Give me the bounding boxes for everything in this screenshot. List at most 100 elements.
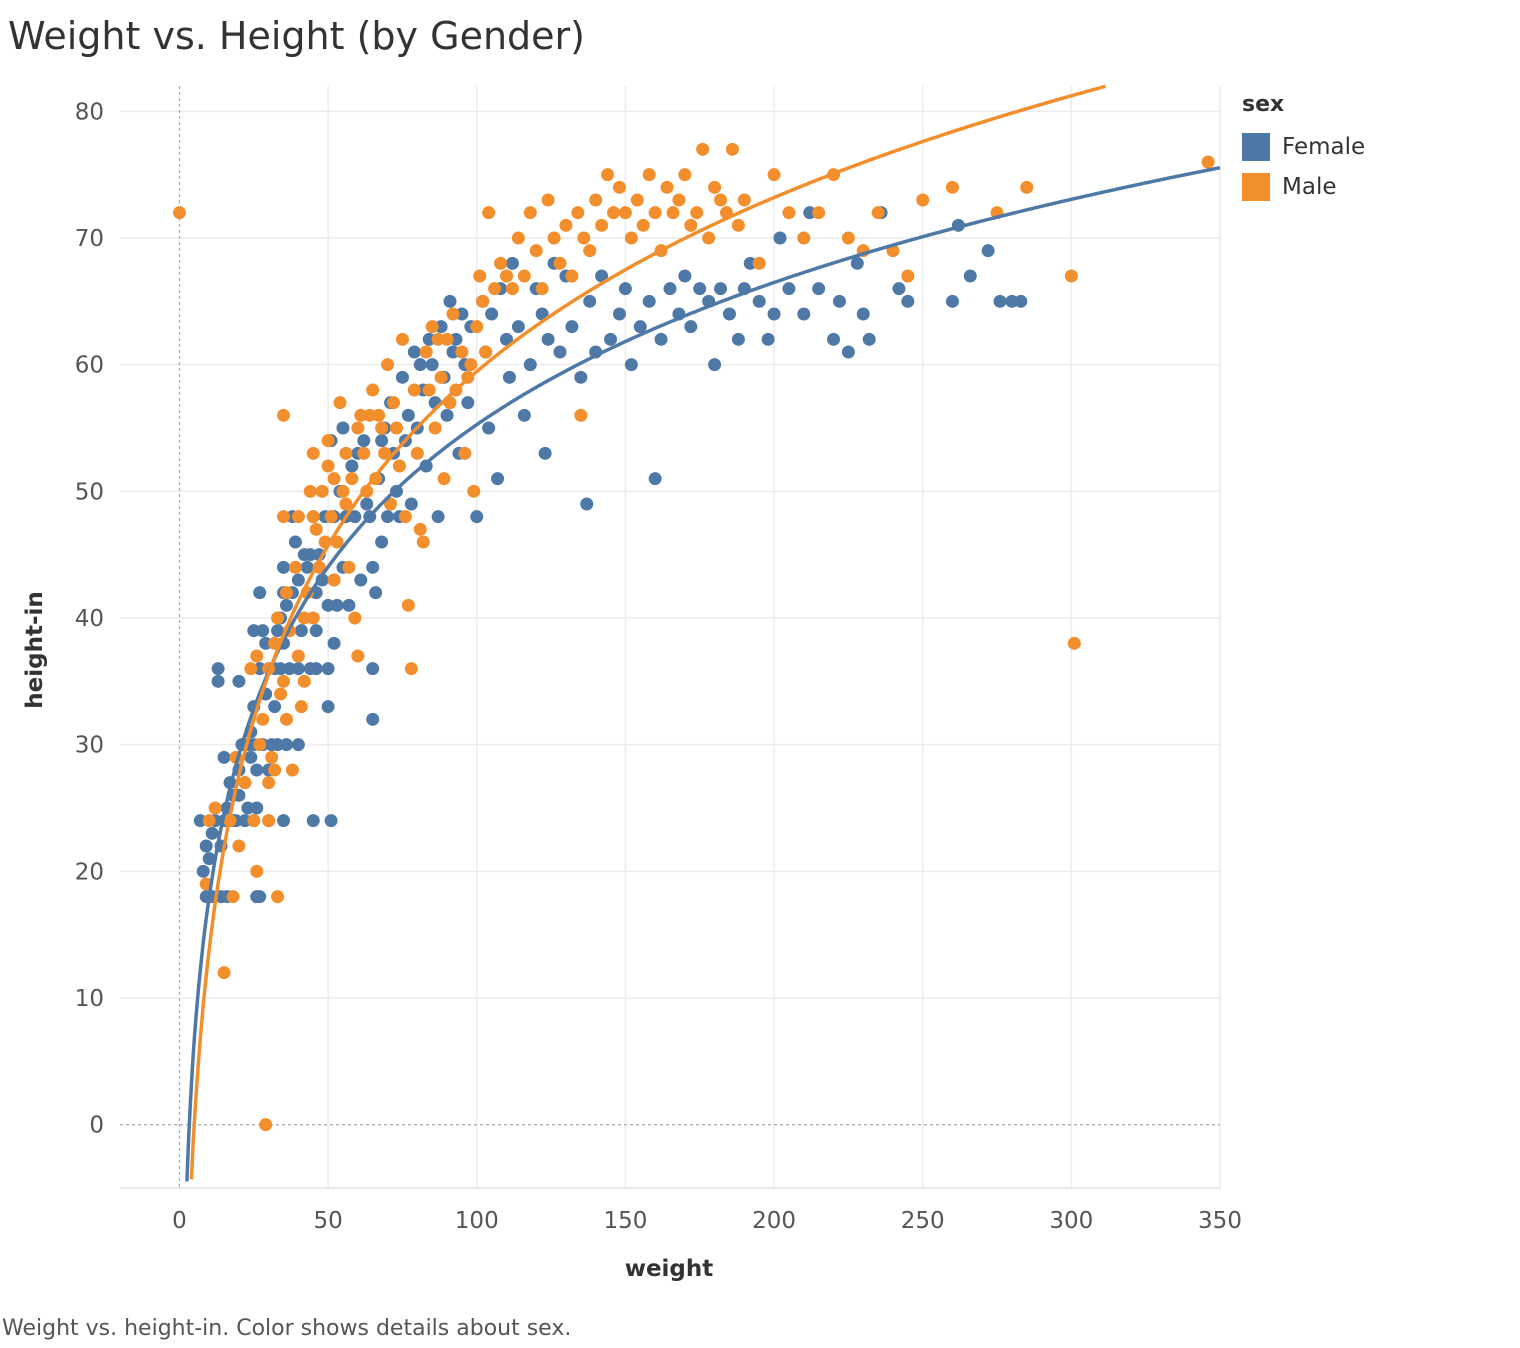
data-point-male [226, 890, 240, 904]
axis-labels: 0 50 100 150 200 250 300 350 0 10 20 30 40 50 60 70 80 we… [22, 99, 1242, 1282]
data-point-male [464, 358, 478, 372]
data-point-male [473, 269, 487, 283]
data-point-female [309, 662, 323, 676]
data-point-male [392, 459, 406, 473]
data-point-male [1067, 636, 1081, 650]
data-point-female [862, 332, 876, 346]
data-point-male [291, 649, 305, 663]
data-point-male [271, 890, 285, 904]
data-point-male [901, 269, 915, 283]
data-point-male [339, 446, 353, 460]
data-point-male [630, 193, 644, 207]
data-point-female [366, 560, 380, 574]
data-point-female [642, 294, 656, 308]
data-point-female [321, 700, 335, 714]
data-point-female [250, 801, 264, 815]
data-point-male [410, 446, 424, 460]
data-point-female [743, 256, 757, 270]
data-point-male [265, 750, 279, 764]
data-point-female [199, 839, 213, 853]
legend-label-male: Male [1282, 174, 1337, 200]
data-point-male [684, 218, 698, 232]
data-point-female [238, 814, 252, 828]
data-point-female [574, 370, 588, 384]
data-point-female [282, 662, 296, 676]
data-point-female [470, 510, 484, 524]
y-tick-label: 70 [75, 226, 104, 252]
data-point-female [259, 636, 273, 650]
x-tick-label: 300 [1049, 1208, 1093, 1234]
data-point-male [577, 231, 591, 245]
data-point-male [384, 497, 398, 511]
data-point-male [277, 674, 291, 688]
data-point-male [535, 282, 549, 296]
data-point-female [827, 332, 841, 346]
legend-item-female[interactable]: Female [1242, 127, 1365, 167]
data-point-male [467, 484, 481, 498]
data-point-male [202, 814, 216, 828]
data-point-female [797, 307, 811, 321]
data-point-female [330, 598, 344, 612]
data-point-male [357, 446, 371, 460]
data-point-female [294, 624, 308, 638]
legend-label-female: Female [1282, 134, 1366, 160]
data-point-male [372, 408, 386, 422]
data-point-female [253, 662, 267, 676]
data-point-male [505, 282, 519, 296]
data-point-female [342, 598, 356, 612]
data-point-male [660, 180, 674, 194]
data-point-male [244, 662, 258, 676]
data-point-female [714, 282, 728, 296]
data-point-female [553, 345, 567, 359]
data-point-male [574, 408, 588, 422]
data-point-male [259, 1118, 273, 1132]
data-point-female [431, 510, 445, 524]
data-point-female [277, 560, 291, 574]
data-point-female [648, 472, 662, 486]
data-points [172, 142, 1215, 1132]
data-point-male [767, 168, 781, 182]
y-axis-title: height-in [22, 591, 48, 709]
data-point-male [297, 611, 311, 625]
data-point-female [505, 256, 519, 270]
data-point-female [366, 712, 380, 726]
data-point-male [217, 966, 231, 980]
data-point-female [419, 459, 433, 473]
x-tick-label: 200 [752, 1208, 796, 1234]
data-point-male [428, 421, 442, 435]
legend-item-male[interactable]: Male [1242, 167, 1365, 207]
data-point-female [413, 358, 427, 372]
x-tick-label: 350 [1198, 1208, 1242, 1234]
data-point-female [901, 294, 915, 308]
data-point-female [446, 345, 460, 359]
data-point-female [241, 801, 255, 815]
data-point-male [271, 611, 285, 625]
data-point-male [425, 320, 439, 334]
data-point-female [336, 421, 350, 435]
data-point-female [812, 282, 826, 296]
data-point-female [761, 332, 775, 346]
data-point-female [217, 750, 231, 764]
data-point-female [633, 320, 647, 334]
caption: Weight vs. height-in. Color shows detail… [2, 1316, 572, 1341]
data-point-male [303, 484, 317, 498]
data-point-female [663, 282, 677, 296]
data-point-male [277, 408, 291, 422]
data-point-female [580, 497, 594, 511]
data-point-male [1201, 155, 1215, 169]
data-point-female [211, 674, 225, 688]
data-point-male [601, 168, 615, 182]
data-point-female [963, 269, 977, 283]
data-point-male [253, 738, 267, 752]
data-point-male [274, 687, 288, 701]
data-point-male [529, 244, 543, 258]
data-point-female [443, 294, 457, 308]
data-point-female [773, 231, 787, 245]
data-point-female [612, 307, 626, 321]
data-point-female [271, 738, 285, 752]
data-point-male [648, 206, 662, 220]
data-point-female [205, 826, 219, 840]
data-point-male [446, 307, 460, 321]
data-point-female [256, 624, 270, 638]
data-point-male [523, 206, 537, 220]
